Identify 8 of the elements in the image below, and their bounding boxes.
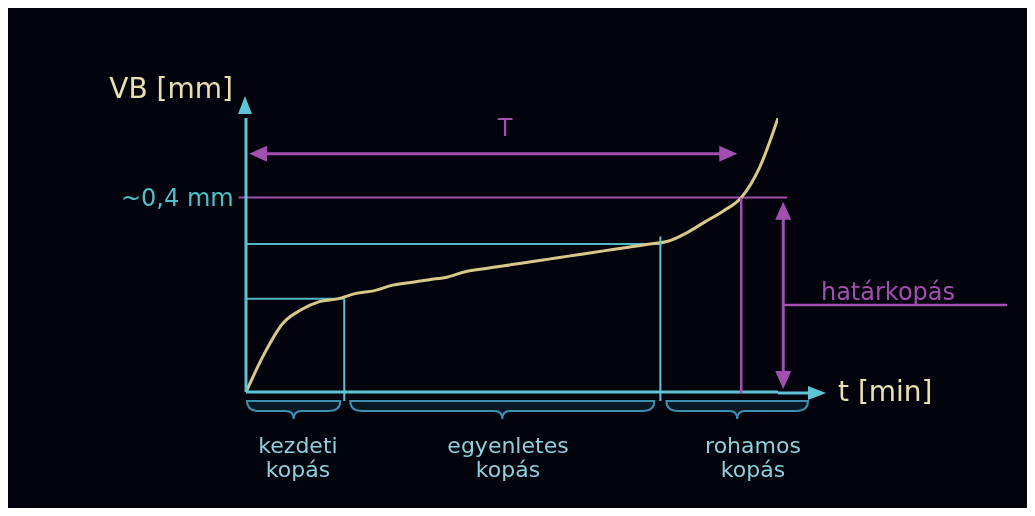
text: rohamos kopás [705, 433, 801, 483]
ref-line-label: ~0,4 mm [120, 183, 234, 212]
text: határkopás [820, 278, 956, 306]
x-axis-title: t [min] [838, 375, 933, 408]
y-axis-title: VB [mm] [109, 72, 233, 105]
annotation: T [496, 114, 513, 142]
text: egyenletes kopás [447, 433, 569, 483]
text: kezdeti kopás [258, 433, 338, 483]
